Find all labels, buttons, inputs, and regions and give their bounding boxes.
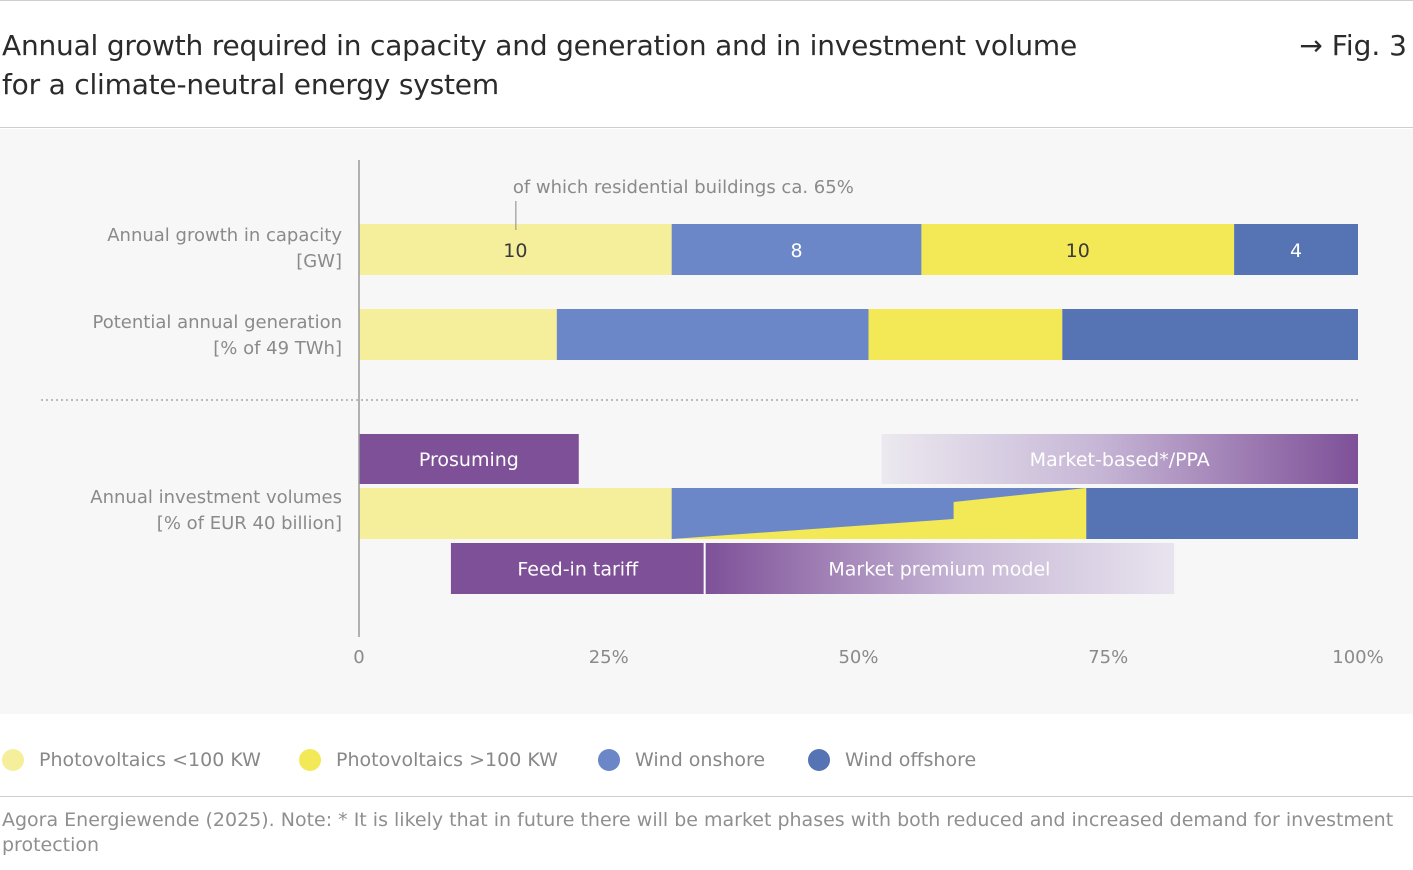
- legend-swatch-wind-offshore: [808, 749, 830, 771]
- investment-segment-pv-small: [359, 488, 672, 539]
- legend-item-wind-onshore: Wind onshore: [598, 745, 765, 775]
- category-label-2-0: Annual investment volumes: [90, 487, 342, 508]
- investment-segment-wind-onshore: [671, 488, 1087, 539]
- remuneration-band-3: [704, 543, 1175, 594]
- bar-segment-1-1: [556, 309, 869, 360]
- remuneration-band-layer: Prosuming Market-based*/PPA Feed-in tariff…: [359, 434, 1358, 594]
- legend-item-wind-offshore: Wind offshore: [808, 745, 976, 775]
- legend-swatch-pv-large: [299, 749, 321, 771]
- figure-reference: → Fig. 3: [1299, 29, 1407, 62]
- source-note: Agora Energiewende (2025). Note: * It is…: [2, 809, 1394, 856]
- legend-swatch-wind-onshore: [598, 749, 620, 771]
- top-rule: [0, 0, 1413, 1]
- x-tick-label-2: 50%: [838, 647, 878, 668]
- axis-layer: 0 25% 50% 75% 100%: [41, 160, 1384, 668]
- remuneration-band-0: [359, 434, 579, 484]
- remuneration-band-label-1: Market-based*/PPA: [1030, 449, 1210, 471]
- legend-item-pv-large: Photovoltaics >100 KW: [299, 745, 558, 775]
- annotation-text: of which residential buildings ca. 65%: [513, 177, 854, 198]
- bar-segment-0-3: [1234, 224, 1358, 275]
- legend-label-pv-small: Photovoltaics <100 KW: [39, 749, 261, 771]
- data-label-0-0: 10: [503, 240, 527, 262]
- title-rule: [0, 127, 1413, 128]
- legend-item-pv-small: Photovoltaics <100 KW: [2, 745, 261, 775]
- bar-segment-1-0: [359, 309, 557, 360]
- category-label-0-0: Annual growth in capacity: [107, 225, 342, 246]
- remuneration-band-2: [450, 543, 705, 594]
- legend-label-pv-large: Photovoltaics >100 KW: [336, 749, 558, 771]
- legend: Photovoltaics <100 KW Photovoltaics >100…: [0, 745, 1413, 775]
- bar-layer: [359, 224, 1358, 539]
- bar-segment-0-2: [921, 224, 1235, 275]
- remuneration-band-label-2: Feed-in tariff: [517, 559, 639, 581]
- remuneration-band-label-0: Prosuming: [419, 449, 519, 471]
- data-label-0-3: 4: [1290, 240, 1302, 262]
- chart-title-line-1: Annual growth required in capacity and g…: [2, 29, 1078, 62]
- category-label-1-0: Potential annual generation: [93, 312, 342, 333]
- remuneration-band-label-3: Market premium model: [828, 559, 1050, 581]
- category-label-2-1: [% of EUR 40 billion]: [157, 513, 342, 534]
- text-layer: Annual growth in capacity [GW] Potential a…: [90, 177, 1302, 534]
- x-tick-label-3: 75%: [1088, 647, 1128, 668]
- category-label-0-1: [GW]: [296, 251, 342, 272]
- remuneration-band-1: [881, 434, 1358, 484]
- legend-label-wind-offshore: Wind offshore: [845, 749, 977, 771]
- legend-label-wind-onshore: Wind onshore: [635, 749, 766, 771]
- bar-segment-0-0: [359, 224, 672, 275]
- bar-segment-0-1: [671, 224, 922, 275]
- bar-segment-1-2: [868, 309, 1063, 360]
- data-label-0-2: 10: [1066, 240, 1090, 262]
- data-label-0-1: 8: [791, 240, 803, 262]
- x-tick-label-1: 25%: [589, 647, 629, 668]
- investment-segment-wind-offshore: [1086, 488, 1358, 539]
- x-tick-label-0: 0: [353, 647, 364, 668]
- bar-segment-1-3: [1062, 309, 1358, 360]
- chart-svg: Prosuming Market-based*/PPA Feed-in tariff…: [41, 160, 1384, 668]
- x-tick-label-4: 100%: [1332, 647, 1383, 668]
- source-rule: [0, 796, 1413, 797]
- legend-swatch-pv-small: [2, 749, 24, 771]
- chart-title: Annual growth required in capacity and g…: [2, 26, 1242, 104]
- chart-title-line-2: for a climate-neutral energy system: [2, 68, 499, 101]
- category-label-1-1: [% of 49 TWh]: [213, 338, 342, 359]
